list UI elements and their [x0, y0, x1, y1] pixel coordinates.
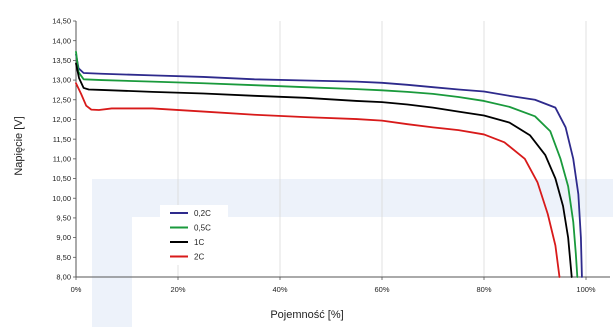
y-tick-label: 8,50	[56, 253, 71, 262]
y-tick-label: 11,50	[53, 135, 71, 144]
background-band-vertical	[92, 217, 132, 327]
series-lines	[75, 50, 583, 278]
y-tick-label: 12,00	[52, 115, 71, 124]
x-tick-label: 80%	[476, 285, 491, 294]
legend-label: 2C	[194, 253, 204, 262]
tick-labels: 0% 20% 40% 60% 80% 100% 8,00 8,50 9,00 9,50 10,00 1…	[52, 17, 596, 294]
y-tick-label: 10,00	[52, 194, 71, 203]
y-tick-label: 10,50	[52, 174, 71, 183]
series-line-2	[75, 62, 573, 278]
y-tick-label: 14,00	[52, 36, 71, 45]
legend-background	[160, 205, 228, 265]
x-tick-label: 60%	[374, 285, 389, 294]
legend-items: 0,2C 0,5C 1C 2C	[170, 209, 211, 262]
y-tick-label: 13,50	[52, 56, 71, 65]
y-tick-label: 11,00	[53, 154, 71, 163]
y-tick-label: 8,00	[56, 273, 71, 282]
legend: 0,2C 0,5C 1C 2C	[160, 205, 228, 265]
legend-label: 0,5C	[194, 224, 211, 233]
y-tick-label: 9,00	[56, 233, 71, 242]
y-axis-title: Napięcie [V]	[13, 116, 25, 175]
x-tick-label: 20%	[170, 285, 185, 294]
series-line-0	[75, 53, 583, 278]
series-line-1	[75, 50, 579, 278]
x-tick-label: 40%	[272, 285, 287, 294]
series-line-3	[75, 82, 561, 278]
y-tick-label: 9,50	[56, 214, 71, 223]
legend-label: 1C	[194, 238, 204, 247]
y-tick-label: 13,00	[52, 76, 71, 85]
y-tick-label: 12,50	[52, 95, 71, 104]
y-tick-label: 14,50	[52, 17, 71, 26]
x-tick-label: 100%	[576, 285, 596, 294]
legend-label: 0,2C	[194, 209, 211, 218]
x-axis-title: Pojemność [%]	[270, 309, 343, 321]
x-tick-label: 0%	[71, 285, 82, 294]
